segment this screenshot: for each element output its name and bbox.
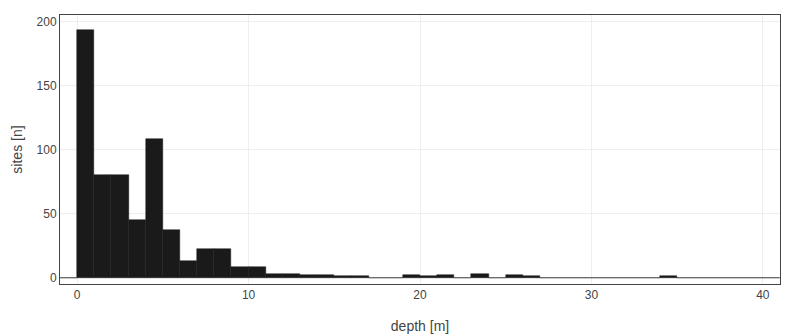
- svg-text:20: 20: [413, 288, 427, 302]
- svg-text:50: 50: [43, 207, 57, 221]
- svg-text:sites [n]: sites [n]: [9, 125, 25, 173]
- svg-text:150: 150: [37, 79, 57, 93]
- svg-text:200: 200: [37, 15, 57, 29]
- svg-text:0: 0: [50, 271, 57, 285]
- svg-text:100: 100: [37, 143, 57, 157]
- svg-text:10: 10: [242, 288, 256, 302]
- svg-text:30: 30: [585, 288, 599, 302]
- svg-text:40: 40: [756, 288, 770, 302]
- svg-text:0: 0: [74, 288, 81, 302]
- svg-text:depth [m]: depth [m]: [391, 318, 449, 334]
